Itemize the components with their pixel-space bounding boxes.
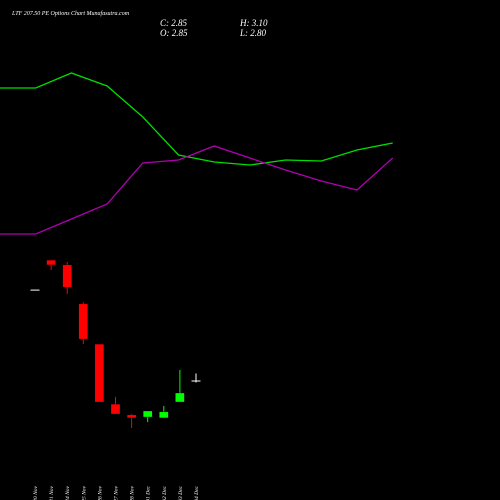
candle-body xyxy=(159,411,169,419)
x-tick-label: 25 Nov xyxy=(81,485,87,500)
line-series xyxy=(0,145,394,235)
x-tick-label: 01 Dec xyxy=(146,485,152,500)
info-value: 2.80 xyxy=(250,28,266,38)
info-key: C: xyxy=(160,18,169,28)
x-tick-label: 02 Dec xyxy=(162,485,168,500)
candle-body xyxy=(110,403,121,415)
ohlc-info: H: 3.10 xyxy=(239,18,268,28)
x-tick-label: 20 Nov xyxy=(33,485,39,500)
x-tick-label: 27 Nov xyxy=(114,485,120,500)
info-value: 2.85 xyxy=(172,28,188,38)
candle-body xyxy=(143,410,153,418)
candle-body xyxy=(94,343,105,403)
info-key: O: xyxy=(160,28,170,38)
candle-body xyxy=(191,380,201,382)
candle-body xyxy=(78,303,88,340)
ohlc-info: C: 2.85 xyxy=(160,18,188,28)
info-key: H: xyxy=(239,18,250,28)
ohlc-info: O: 2.85 xyxy=(160,28,188,38)
x-tick-label: 03 Dec xyxy=(178,485,184,500)
chart-title: LTF 207.50 PE Options Chart Munafasutra.… xyxy=(11,10,130,17)
candle-body xyxy=(46,259,56,266)
candle-body xyxy=(175,392,185,403)
x-tick-label: 26 Nov xyxy=(97,485,103,500)
candle-body xyxy=(62,264,72,288)
info-key: L: xyxy=(239,28,248,38)
candle-body xyxy=(126,414,137,419)
candle-body xyxy=(30,289,40,291)
line-series xyxy=(0,72,393,166)
info-value: 2.85 xyxy=(171,18,187,28)
x-tick-label: 21 Nov xyxy=(49,485,55,500)
x-tick-label: 24 Nov xyxy=(64,485,71,500)
ohlc-info: L: 2.80 xyxy=(239,28,267,38)
x-tick-label: 28 Nov xyxy=(130,485,136,500)
info-value: 3.10 xyxy=(251,18,268,28)
x-tick-label: 04 Dec xyxy=(193,485,200,500)
